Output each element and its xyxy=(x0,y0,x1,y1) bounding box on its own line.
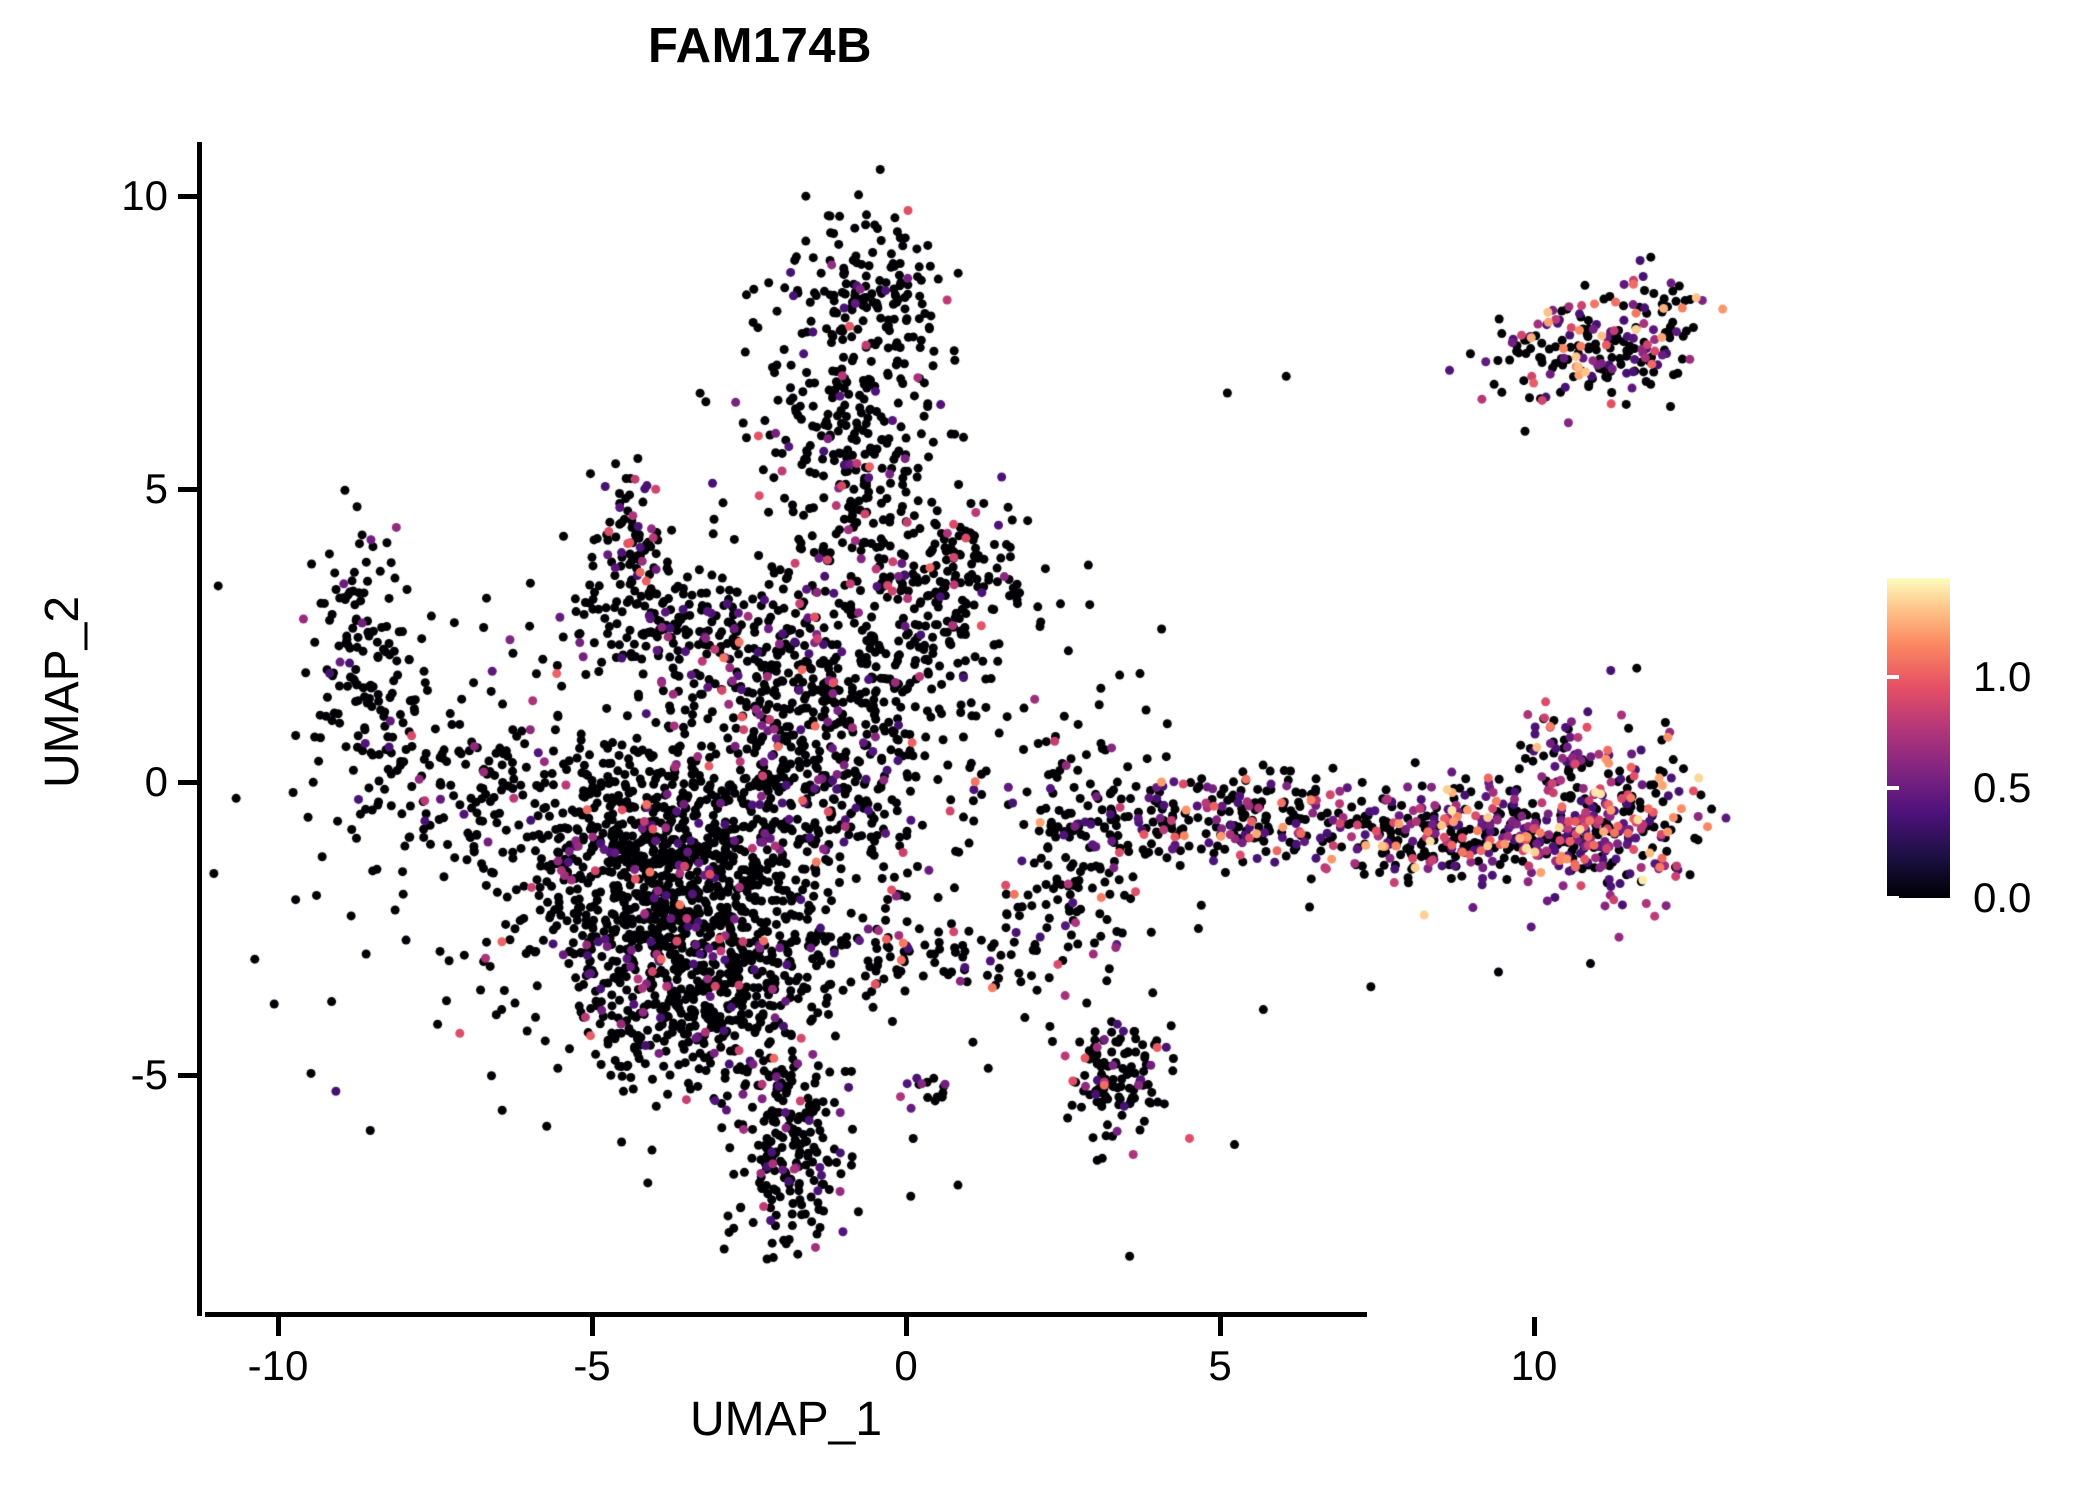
colorbar-gradient xyxy=(1887,578,1950,898)
x-tick-label: 5 xyxy=(1208,1342,1232,1389)
x-tick-label: -10 xyxy=(247,1342,309,1389)
x-axis-line xyxy=(205,1312,1367,1317)
x-tick-label: 10 xyxy=(1510,1342,1558,1389)
y-tick-label: 0 xyxy=(144,758,168,805)
colorbar-tick-mark xyxy=(1887,896,1899,900)
colorbar-tick-label: 1.0 xyxy=(1973,653,2032,701)
y-tick-mark xyxy=(178,780,197,785)
x-tick-mark xyxy=(1532,1317,1537,1336)
y-tick-label: 10 xyxy=(121,172,168,219)
x-tick-mark xyxy=(904,1317,909,1336)
x-tick-mark xyxy=(590,1317,595,1336)
colorbar-tick-mark xyxy=(1887,785,1899,790)
colorbar-tick-mark xyxy=(1887,675,1899,680)
y-tick-mark xyxy=(178,487,197,492)
colorbar-tick-mark xyxy=(2075,785,2087,790)
x-tick-mark xyxy=(1218,1317,1223,1336)
x-axis-title: UMAP_1 xyxy=(689,1393,883,1446)
y-tick-label: -5 xyxy=(130,1051,168,1098)
y-axis-line xyxy=(197,142,202,1316)
y-tick-label: 5 xyxy=(144,465,168,512)
colorbar xyxy=(1887,578,1950,898)
y-tick-mark xyxy=(178,1073,197,1078)
colorbar-tick-label: 0.5 xyxy=(1973,763,2032,811)
colorbar-tick-mark xyxy=(2075,675,2087,680)
y-axis-title: UMAP_2 xyxy=(36,595,89,789)
x-tick-label: 0 xyxy=(894,1342,918,1389)
colorbar-legend: 0.0 0.5 1.0 xyxy=(1887,578,2087,919)
x-tick-mark xyxy=(276,1317,281,1336)
colorbar-tick-mark xyxy=(2075,896,2087,900)
x-tick-label: -5 xyxy=(573,1342,611,1389)
colorbar-tick-label: 0.0 xyxy=(1973,874,2032,921)
y-tick-mark xyxy=(178,194,197,199)
